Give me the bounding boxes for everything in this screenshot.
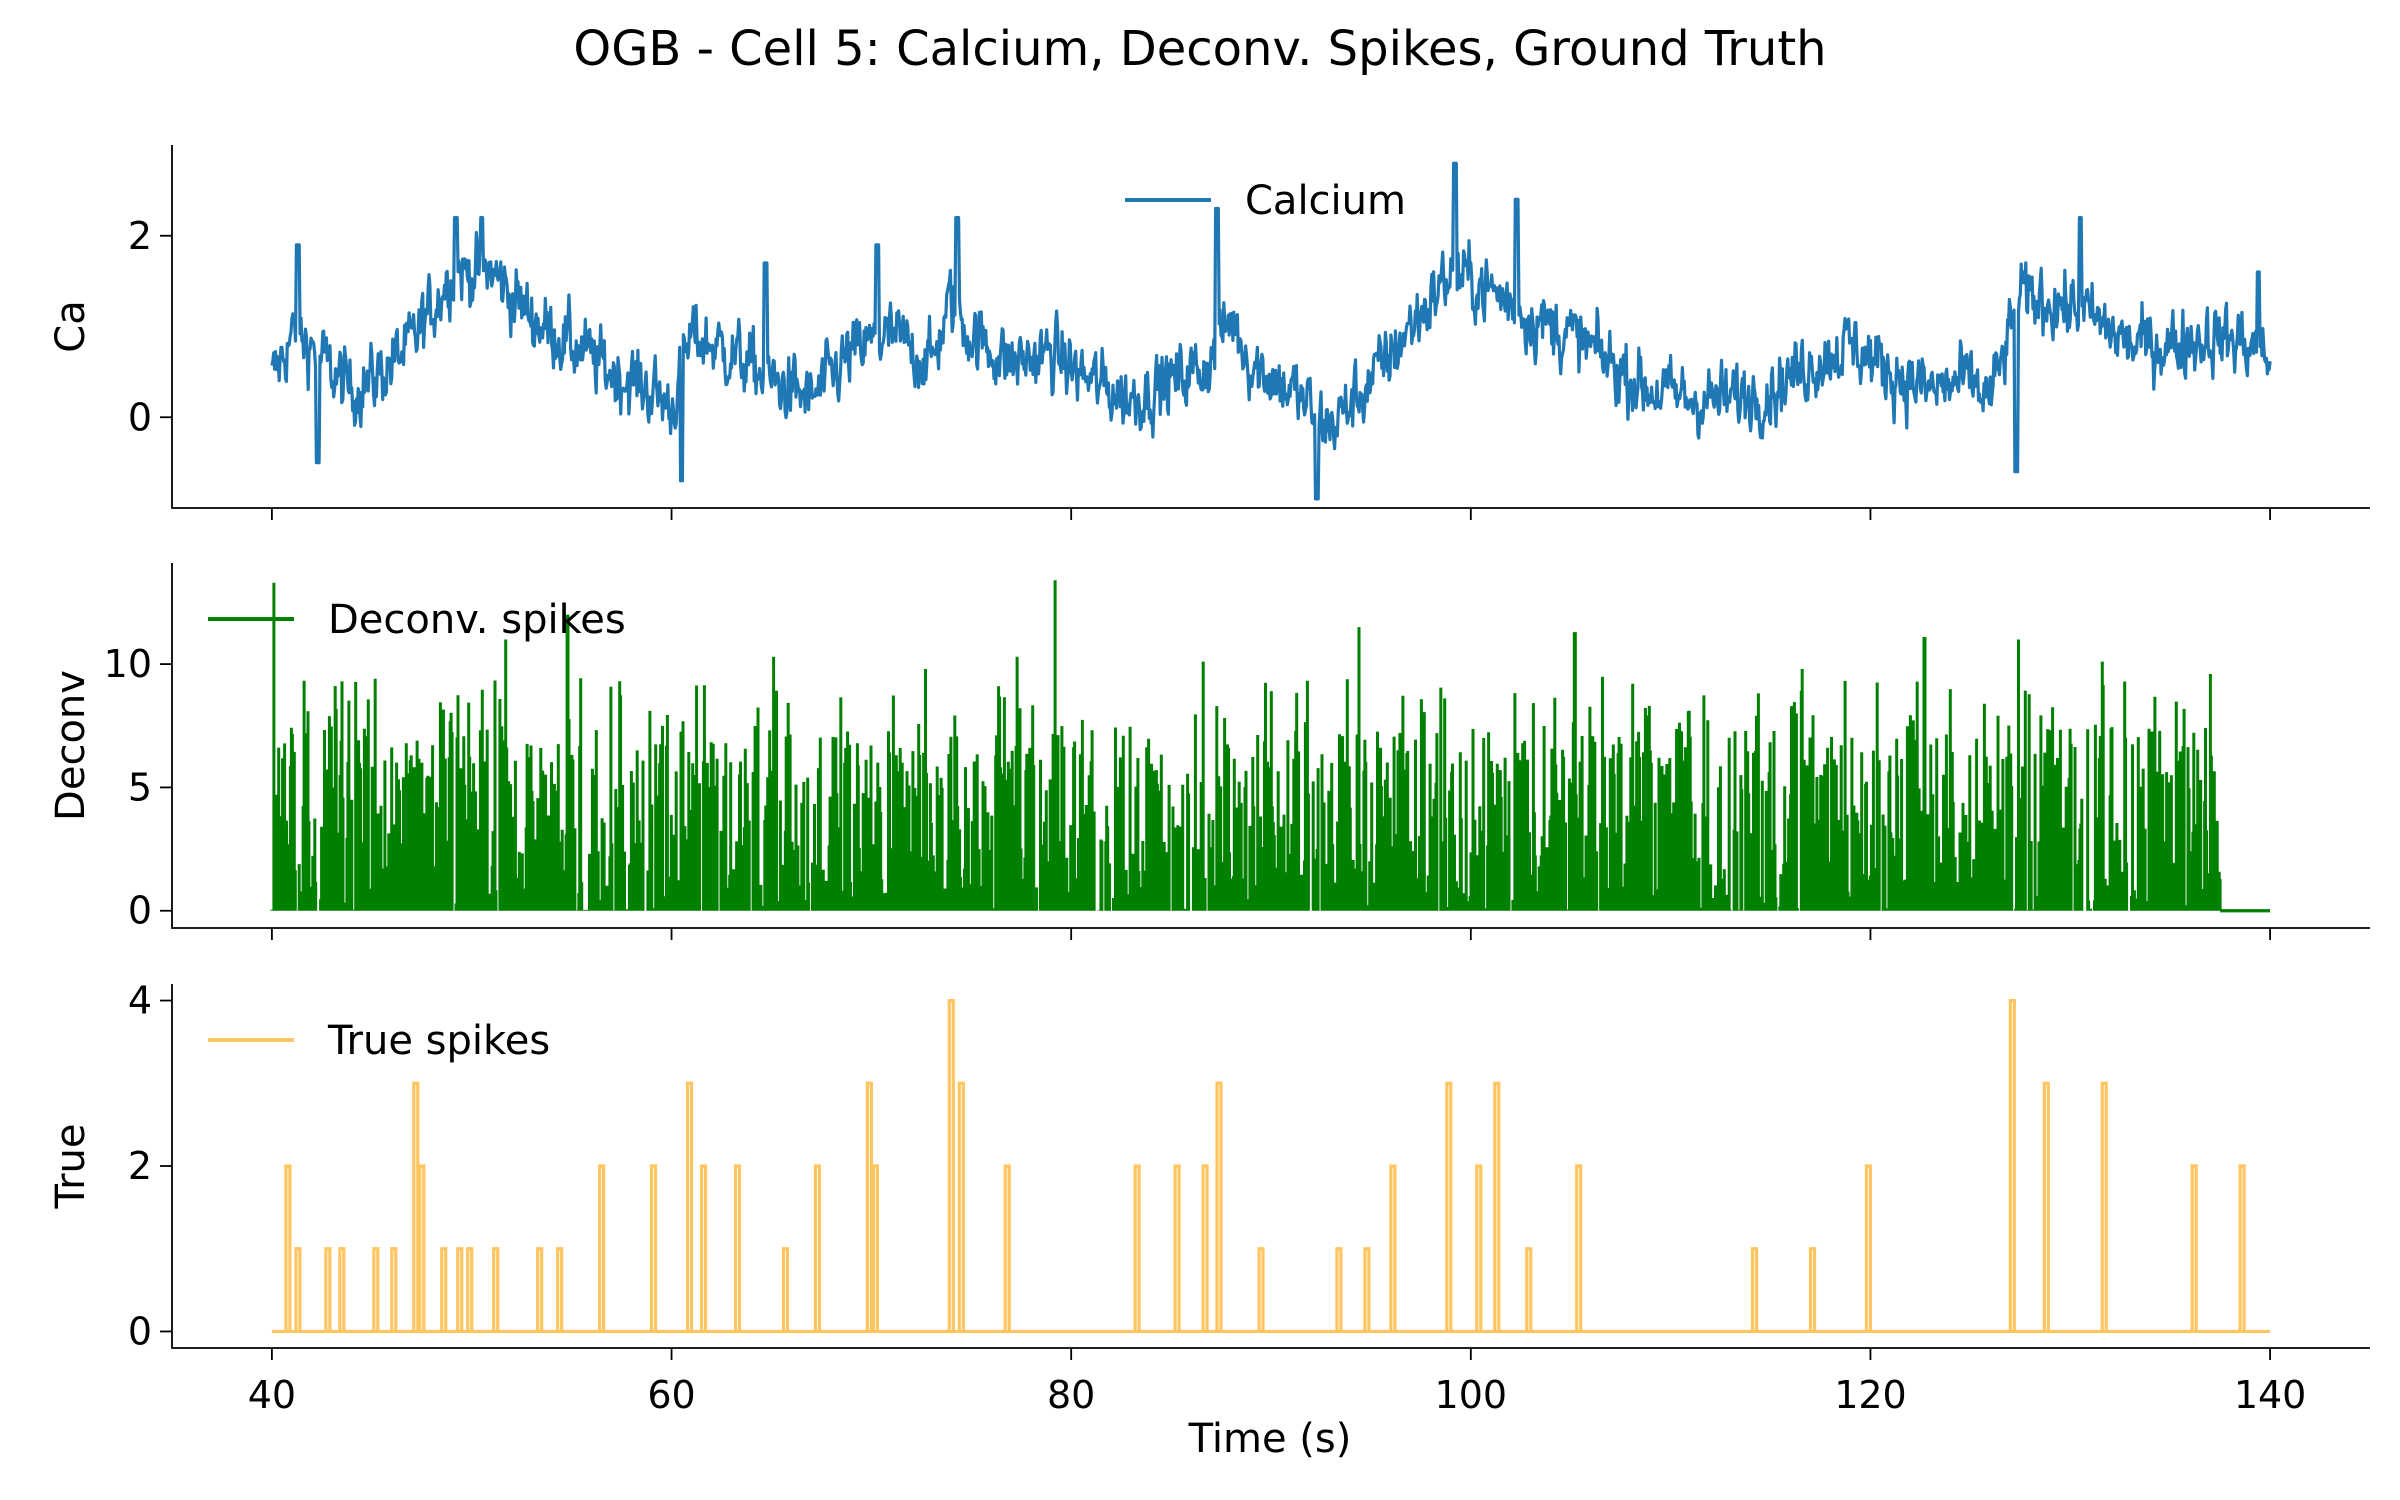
calcium-ytick-label: 2 (128, 214, 152, 258)
true-spike (1003, 1164, 1011, 1332)
true-spike (871, 1164, 879, 1332)
true-legend-label: True spikes (327, 1018, 550, 1064)
deconv-ytick-label: 5 (128, 765, 152, 809)
deconv-ytick-label: 10 (104, 642, 152, 686)
true-spike (699, 1164, 708, 1332)
true-ylabel: True (48, 1124, 94, 1210)
deconv-ylabel: Deconv (48, 670, 94, 821)
deconv-series (270, 580, 2271, 913)
true-spike (957, 1081, 965, 1332)
true-legend: True spikes (208, 1018, 550, 1064)
calcium-line (270, 161, 2272, 501)
x-tick-label: 40 (248, 1373, 296, 1417)
true-ytick-label: 2 (128, 1144, 152, 1188)
true-spike (456, 1247, 464, 1332)
calcium-axes-spine (171, 145, 2370, 509)
true-spike (324, 1247, 332, 1332)
true-spike (1257, 1247, 1265, 1332)
true-spike (947, 998, 955, 1332)
true-spike (685, 1081, 694, 1332)
true-ytick-label: 0 (128, 1309, 152, 1353)
true-spike (390, 1247, 398, 1332)
true-spike (1201, 1164, 1209, 1332)
deconv-axes-spine (171, 563, 2370, 929)
true-spike (813, 1164, 822, 1332)
true-spike (412, 1081, 420, 1332)
true-spike (1363, 1247, 1371, 1332)
true-spike (1389, 1164, 1397, 1332)
x-tick-label: 100 (1435, 1373, 1508, 1417)
true-spike (1335, 1247, 1343, 1332)
true-spike (492, 1247, 500, 1332)
deconv-legend-label: Deconv. spikes (328, 597, 626, 643)
x-tick-label: 80 (1047, 1373, 1095, 1417)
true-series (271, 998, 2271, 1334)
calcium-legend: Calcium (1125, 178, 1406, 224)
true-panel: 0 2 4 True True spikes (48, 979, 2370, 1360)
true-spike (598, 1164, 606, 1332)
true-spike (294, 1247, 302, 1332)
true-spike (1525, 1247, 1533, 1332)
deconv-spikes-line (270, 580, 2222, 911)
true-spike (1808, 1247, 1817, 1332)
true-spike (1445, 1081, 1453, 1332)
true-spike (1575, 1164, 1583, 1332)
true-spike (781, 1247, 790, 1332)
true-spike (1750, 1247, 1759, 1332)
calcium-ytick-label: 0 (128, 395, 152, 439)
figure-title: OGB - Cell 5: Calcium, Deconv. Spikes, G… (573, 21, 1826, 77)
true-spike (1173, 1164, 1181, 1332)
calcium-series (270, 161, 2272, 501)
x-tick-label: 140 (2234, 1373, 2307, 1417)
true-spike (466, 1247, 474, 1332)
true-axes-spine (171, 984, 2370, 1349)
true-spike (2238, 1164, 2246, 1332)
true-spike (1475, 1164, 1483, 1332)
true-spike (1215, 1081, 1223, 1332)
calcium-legend-label: Calcium (1245, 178, 1406, 224)
true-spike (284, 1164, 292, 1332)
true-spike (733, 1164, 742, 1332)
true-spike (1133, 1164, 1141, 1332)
true-spike (2042, 1081, 2050, 1332)
deconv-ytick-label: 0 (128, 889, 152, 933)
true-ytick-label: 4 (128, 979, 152, 1023)
true-spike (2190, 1164, 2198, 1332)
true-spike (865, 1081, 873, 1332)
x-tick-label: 120 (1834, 1373, 1907, 1417)
true-spike (1864, 1164, 1873, 1332)
x-tick-label: 60 (647, 1373, 695, 1417)
true-spike (338, 1247, 346, 1332)
deconv-legend: Deconv. spikes (208, 597, 626, 643)
true-spike (372, 1247, 380, 1332)
true-spike (440, 1247, 448, 1332)
true-spike (2008, 998, 2016, 1332)
calcium-ylabel: Ca (48, 300, 94, 352)
calcium-panel: 0 2 Ca Calcium (48, 145, 2370, 520)
x-axis: 40 60 80 100 120 140 (248, 1373, 2307, 1417)
true-spike (2100, 1081, 2108, 1332)
true-spike (556, 1247, 564, 1332)
true-spike (649, 1164, 658, 1332)
true-spike (418, 1164, 426, 1332)
true-spike (536, 1247, 544, 1332)
true-spike (1493, 1081, 1501, 1332)
x-axis-label: Time (s) (1188, 1416, 1352, 1462)
